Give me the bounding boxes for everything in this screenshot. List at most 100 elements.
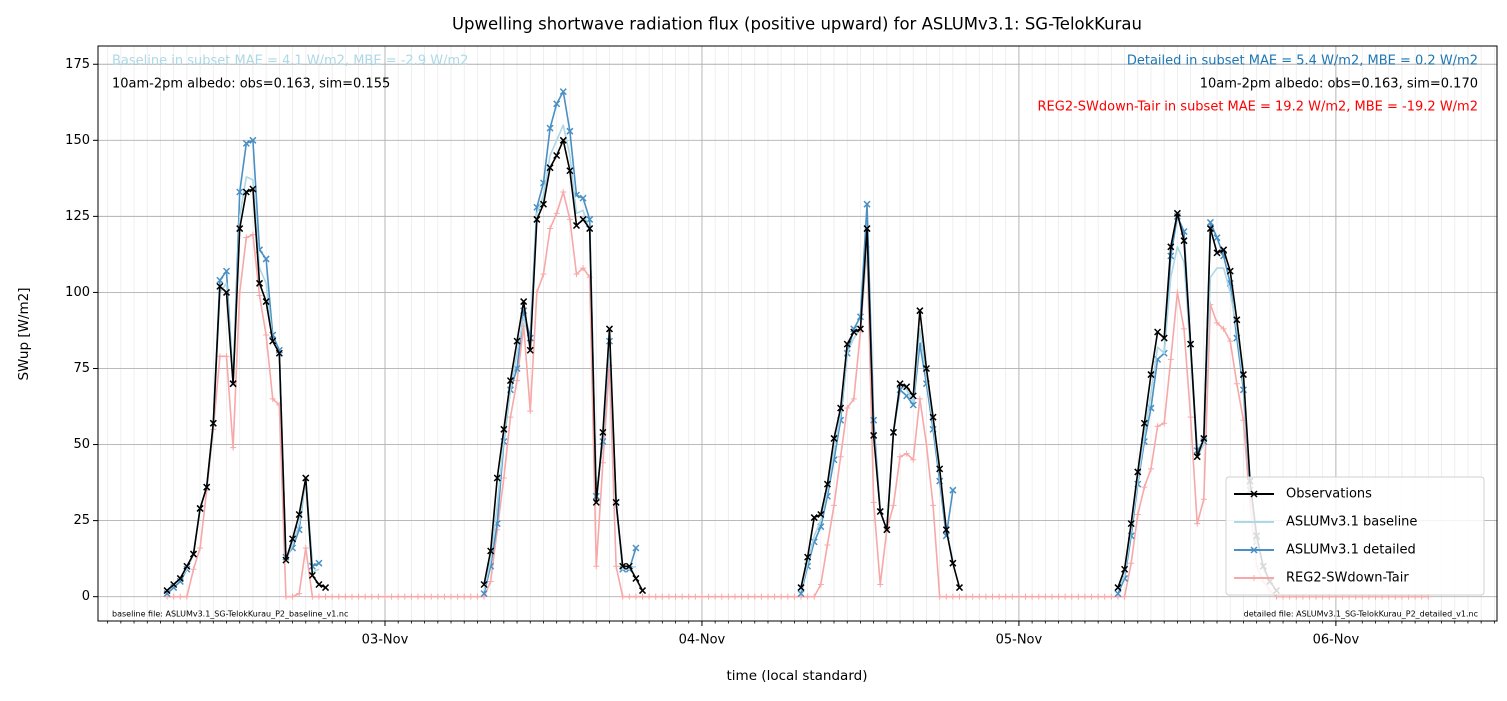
marker [943, 593, 950, 600]
marker [639, 593, 646, 600]
marker [553, 151, 561, 160]
marker [883, 526, 891, 534]
marker [963, 593, 970, 600]
marker [922, 364, 930, 373]
marker [1180, 237, 1188, 245]
annotation: Baseline in subset MAE = 4.1 W/m2, MBE =… [112, 54, 468, 69]
marker [559, 88, 567, 96]
marker [955, 584, 964, 592]
marker [1250, 490, 1258, 498]
annotation: Detailed in subset MAE = 5.4 W/m2, MBE =… [1127, 54, 1478, 69]
marker [230, 444, 237, 451]
marker [1206, 218, 1214, 226]
marker [493, 474, 501, 482]
marker [1068, 593, 1075, 600]
marker [996, 593, 1003, 600]
marker [500, 425, 508, 433]
marker [289, 535, 297, 543]
marker [844, 405, 851, 412]
marker [810, 514, 818, 522]
marker [1213, 249, 1221, 257]
marker [837, 404, 845, 412]
marker [547, 225, 554, 232]
marker [1029, 593, 1036, 600]
marker [612, 498, 620, 506]
marker [909, 392, 917, 400]
marker [454, 593, 461, 600]
marker [262, 298, 270, 306]
marker [170, 593, 177, 600]
marker [916, 307, 924, 315]
marker [625, 562, 633, 570]
y-tick-label: 75 [73, 361, 90, 376]
marker [1015, 593, 1022, 600]
marker [718, 593, 725, 600]
marker [533, 215, 541, 223]
marker [560, 189, 567, 196]
legend: Observations ASLUMv3.1 baseline ASLUMv3.1 … [1225, 476, 1485, 596]
marker [638, 587, 647, 595]
marker [1101, 593, 1108, 600]
marker [461, 593, 468, 600]
marker [936, 465, 944, 473]
marker [679, 593, 686, 600]
marker [1187, 340, 1195, 348]
annotation: REG2-SWdown-Tair in subset MAE = 19.2 W/… [1038, 100, 1479, 115]
marker [163, 587, 171, 595]
marker [572, 221, 581, 230]
marker [269, 395, 276, 402]
annotation: 10am-2pm albedo: obs=0.163, sim=0.170 [1200, 77, 1478, 92]
marker [170, 580, 178, 589]
marker [1200, 496, 1207, 503]
marker [1214, 319, 1221, 326]
marker [1154, 423, 1161, 430]
marker [956, 593, 963, 600]
series-line [166, 90, 1271, 595]
marker [1227, 338, 1234, 345]
marker [870, 499, 877, 506]
marker [322, 593, 329, 600]
legend-label: ASLUMv3.1 detailed [1286, 543, 1416, 558]
marker [930, 502, 937, 509]
marker [665, 593, 672, 600]
marker [1250, 546, 1258, 554]
marker [632, 593, 639, 600]
annotation: 10am-2pm albedo: obs=0.163, sim=0.155 [112, 77, 390, 92]
marker [176, 574, 184, 582]
marker [1220, 246, 1228, 254]
marker [797, 584, 805, 592]
marker [177, 593, 184, 600]
marker [487, 547, 495, 555]
marker [949, 486, 957, 494]
marker [216, 353, 223, 360]
axes: 03-Nov 04-Nov 05-Nov 06-Nov 0 25 50 75 100 125 150… [65, 57, 1495, 648]
marker [223, 353, 230, 360]
marker [255, 279, 264, 287]
marker [949, 559, 957, 567]
marker [831, 502, 838, 509]
marker [850, 328, 858, 336]
marker [632, 574, 640, 582]
marker [249, 136, 257, 144]
marker [375, 593, 382, 600]
marker [949, 593, 956, 600]
marker [315, 559, 323, 567]
marker [1154, 328, 1162, 336]
marker [1167, 243, 1175, 251]
marker [189, 550, 198, 558]
marker [527, 408, 534, 415]
marker [823, 480, 831, 488]
marker [903, 450, 910, 457]
marker [520, 298, 528, 306]
marker [586, 225, 594, 233]
marker [1121, 593, 1128, 600]
marker [553, 210, 560, 217]
marker [804, 553, 812, 561]
marker [256, 292, 263, 299]
axes-frame [97, 45, 1498, 622]
marker [889, 428, 897, 436]
marker [1127, 520, 1135, 528]
marker [500, 475, 507, 482]
marker [342, 593, 349, 600]
marker [731, 593, 738, 600]
